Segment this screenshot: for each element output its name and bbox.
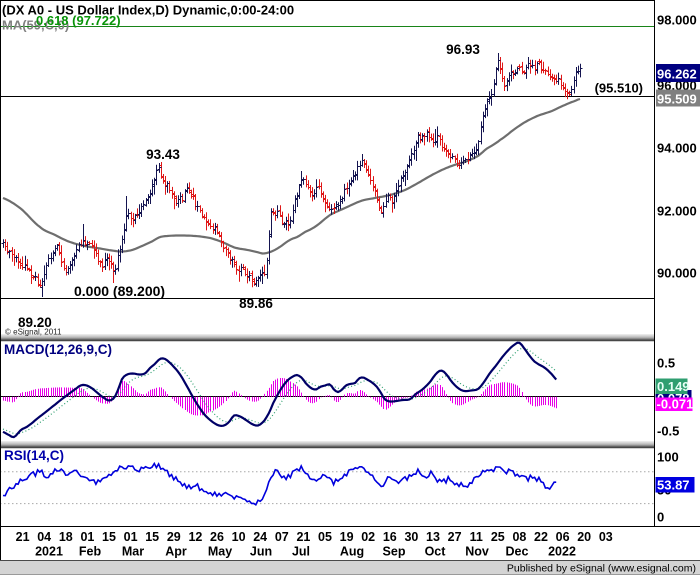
svg-text:Sep: Sep: [383, 544, 406, 558]
svg-text:Published by eSignal (www.esig: Published by eSignal (www.esignal.com): [507, 563, 696, 575]
svg-text:21: 21: [296, 530, 310, 544]
svg-text:96.93: 96.93: [446, 42, 480, 57]
svg-text:Dec: Dec: [506, 544, 529, 558]
svg-text:(DX A0 - US Dollar Index,D) Dy: (DX A0 - US Dollar Index,D) Dynamic,0:00…: [2, 3, 294, 18]
svg-text:Nov: Nov: [465, 544, 489, 558]
svg-text:29: 29: [167, 530, 181, 544]
svg-text:0.149: 0.149: [657, 379, 690, 394]
svg-text:30: 30: [404, 530, 418, 544]
svg-text:04: 04: [37, 530, 51, 544]
svg-text:May: May: [208, 544, 232, 558]
svg-text:22: 22: [534, 530, 548, 544]
svg-text:0,618 (97.722): 0,618 (97.722): [36, 13, 121, 28]
svg-text:Mar: Mar: [122, 544, 144, 558]
svg-text:-0.071: -0.071: [657, 397, 694, 412]
svg-text:90.000: 90.000: [657, 266, 697, 281]
svg-text:Oct: Oct: [425, 544, 447, 558]
svg-text:06: 06: [556, 530, 570, 544]
svg-text:08: 08: [512, 530, 526, 544]
svg-text:15: 15: [102, 530, 116, 544]
svg-text:0.5: 0.5: [657, 355, 675, 370]
svg-text:0.000 (89.200): 0.000 (89.200): [74, 283, 165, 299]
svg-text:19: 19: [340, 530, 354, 544]
svg-text:100: 100: [657, 450, 679, 465]
svg-text:10: 10: [232, 530, 246, 544]
svg-text:98.000: 98.000: [657, 13, 697, 28]
svg-text:Apr: Apr: [165, 544, 187, 558]
svg-text:94.000: 94.000: [657, 141, 697, 156]
svg-text:RSI(14,C): RSI(14,C): [4, 448, 64, 463]
svg-text:15: 15: [145, 530, 159, 544]
svg-text:89.86: 89.86: [239, 296, 273, 311]
svg-text:26: 26: [210, 530, 224, 544]
svg-text:0: 0: [657, 510, 664, 525]
svg-text:12: 12: [188, 530, 202, 544]
svg-text:03: 03: [599, 530, 613, 544]
svg-text:05: 05: [318, 530, 332, 544]
svg-text:Feb: Feb: [79, 544, 102, 558]
svg-text:02: 02: [361, 530, 375, 544]
svg-text:01: 01: [124, 530, 138, 544]
svg-text:96.262: 96.262: [657, 67, 697, 82]
svg-text:Aug: Aug: [340, 544, 364, 558]
svg-text:MACD(12,26,9,C): MACD(12,26,9,C): [4, 342, 112, 357]
svg-text:24: 24: [253, 530, 267, 544]
svg-text:(95.510): (95.510): [595, 81, 643, 96]
svg-text:2021: 2021: [35, 544, 63, 558]
svg-text:20: 20: [577, 530, 591, 544]
svg-text:© eSignal, 2011: © eSignal, 2011: [5, 328, 62, 337]
svg-text:2022: 2022: [548, 544, 576, 558]
svg-text:93.43: 93.43: [146, 147, 180, 162]
svg-text:18: 18: [59, 530, 73, 544]
svg-text:53.87: 53.87: [657, 478, 690, 493]
svg-text:Jun: Jun: [250, 544, 272, 558]
svg-text:27: 27: [448, 530, 462, 544]
svg-text:25: 25: [491, 530, 505, 544]
svg-text:95.509: 95.509: [657, 92, 697, 107]
svg-text:Jul: Jul: [292, 544, 310, 558]
svg-text:13: 13: [426, 530, 440, 544]
svg-text:16: 16: [383, 530, 397, 544]
svg-text:MA(59,C,0): MA(59,C,0): [2, 18, 69, 33]
svg-text:11: 11: [470, 530, 483, 544]
svg-text:07: 07: [275, 530, 289, 544]
svg-text:01: 01: [80, 530, 94, 544]
svg-text:92.000: 92.000: [657, 203, 697, 218]
svg-text:21: 21: [16, 530, 30, 544]
svg-text:-0.5: -0.5: [657, 424, 679, 439]
svg-text:89.20: 89.20: [18, 315, 52, 330]
